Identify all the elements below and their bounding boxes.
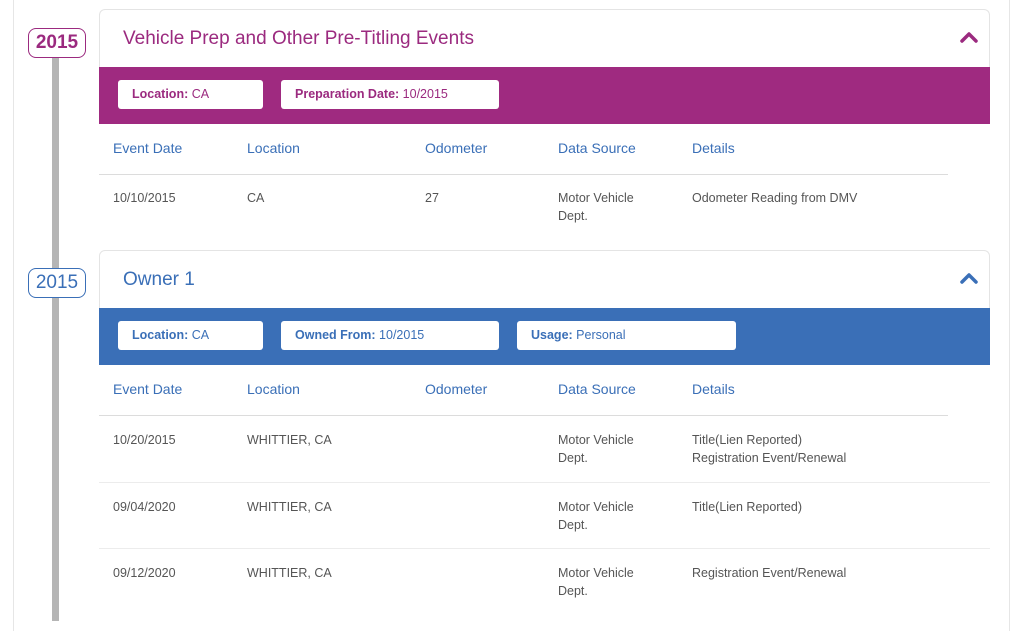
col-data-source: Data Source [558, 381, 636, 397]
table-header: Event Date Location Odometer Data Source… [99, 124, 948, 175]
cell-date: 09/04/2020 [113, 500, 176, 514]
cell-details: Title(Lien Reported) [692, 500, 803, 514]
table-row: 10/10/2015 CA 27 Motor Vehicle Dept. Odom… [99, 175, 990, 243]
section-header[interactable]: Vehicle Prep and Other Pre-Titling Event… [99, 9, 990, 67]
pill-location: Location: CA [118, 321, 263, 350]
table-row: 10/20/2015 WHITTIER, CA Motor Vehicle Dep… [99, 416, 990, 483]
cell-source: Motor Vehicle Dept. [558, 433, 634, 465]
cell-odometer: 27 [425, 191, 439, 205]
cell-source: Motor Vehicle Dept. [558, 566, 634, 598]
pill-preparation-date: Preparation Date: 10/2015 [281, 80, 499, 109]
timeline-line [52, 55, 59, 621]
cell-date: 10/20/2015 [113, 433, 176, 447]
col-location: Location [247, 140, 300, 156]
frame-border-left [13, 0, 14, 631]
section-title: Owner 1 [123, 269, 195, 290]
cell-details: Odometer Reading from DMV [692, 191, 858, 205]
col-event-date: Event Date [113, 140, 183, 156]
cell-details: Title(Lien Reported) Registration Event/R… [692, 433, 847, 465]
col-odometer: Odometer [425, 381, 488, 397]
pill-usage: Usage: Personal [517, 321, 736, 350]
cell-details: Registration Event/Renewal [692, 566, 847, 580]
info-bar: Location: CA Preparation Date: 10/2015 [99, 67, 990, 124]
cell-source: Motor Vehicle Dept. [558, 500, 634, 532]
frame-border-right [1009, 0, 1010, 631]
col-odometer: Odometer [425, 140, 488, 156]
cell-source: Motor Vehicle Dept. [558, 191, 634, 223]
chevron-up-icon[interactable] [959, 30, 979, 44]
col-data-source: Data Source [558, 140, 636, 156]
col-location: Location [247, 381, 300, 397]
cell-date: 10/10/2015 [113, 191, 176, 205]
table-row: 09/12/2020 WHITTIER, CA Motor Vehicle Dep… [99, 549, 990, 615]
col-details: Details [692, 140, 735, 156]
timeline-year-badge: 2015 [28, 28, 86, 58]
chevron-up-icon[interactable] [959, 271, 979, 285]
cell-location: WHITTIER, CA [247, 433, 332, 447]
info-bar: Location: CA Owned From: 10/2015 Usage: … [99, 308, 990, 365]
cell-location: WHITTIER, CA [247, 500, 332, 514]
section-header[interactable]: Owner 1 [99, 250, 990, 308]
cell-date: 09/12/2020 [113, 566, 176, 580]
cell-location: WHITTIER, CA [247, 566, 332, 580]
pill-owned-from: Owned From: 10/2015 [281, 321, 499, 350]
col-event-date: Event Date [113, 381, 183, 397]
pill-location: Location: CA [118, 80, 263, 109]
section-title: Vehicle Prep and Other Pre-Titling Event… [123, 28, 474, 49]
cell-location: CA [247, 191, 265, 205]
history-section-owner-1: Owner 1 Location: CA Owned From: 10/2015… [99, 250, 990, 615]
col-details: Details [692, 381, 735, 397]
table-header: Event Date Location Odometer Data Source… [99, 365, 948, 416]
table-row: 09/04/2020 WHITTIER, CA Motor Vehicle Dep… [99, 483, 990, 549]
history-section-pre-titling: Vehicle Prep and Other Pre-Titling Event… [99, 9, 990, 243]
timeline-year-badge: 2015 [28, 268, 86, 298]
